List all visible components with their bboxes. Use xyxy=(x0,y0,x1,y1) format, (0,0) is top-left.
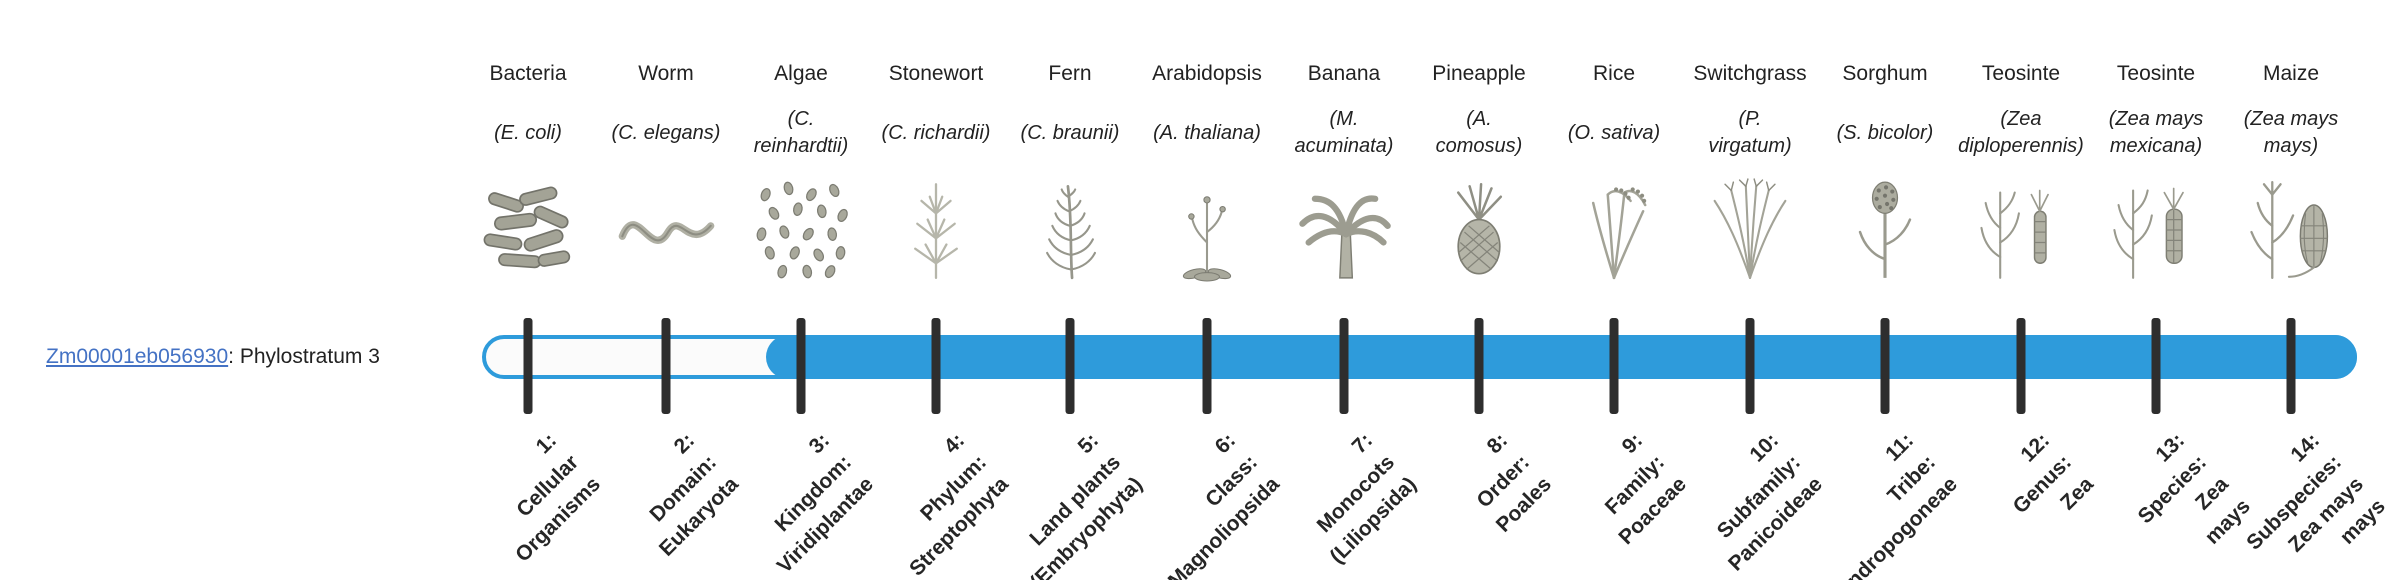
organism-common-name: Banana xyxy=(1307,62,1381,85)
stratum-column-8: Pineapple (A. comosus) 8: Order: Poales xyxy=(1399,0,1559,580)
organism-scientific-name: (M. acuminata) xyxy=(1294,108,1394,157)
organism-common-name: Bacteria xyxy=(489,62,567,85)
organism-scientific-name: (C. elegans) xyxy=(611,121,721,144)
organism-common-name: Maize xyxy=(2262,62,2320,85)
phylostrata-bar xyxy=(482,335,2357,379)
organism-scientific-name: (C. braunii) xyxy=(1020,121,1120,144)
phylostrata-bar-fill xyxy=(766,335,2357,379)
stratum-column-3: Algae (C. reinhardtii) 3: Kingdom: Virid… xyxy=(721,0,881,580)
organism-scientific-name: (Zea mays mexicana) xyxy=(2108,108,2204,157)
organism-common-name: Algae xyxy=(774,62,828,85)
organism-common-name: Pineapple xyxy=(1432,62,1526,85)
stratum-column-13: Teosinte (Zea mays mexicana) 13: Species… xyxy=(2076,0,2255,580)
stratum-column-12: Teosinte (Zea diploperennis) 12: Genus: … xyxy=(1941,0,2101,580)
phylostratum-tick-12 xyxy=(2016,318,2026,414)
organism-scientific-name: (C. reinhardtii) xyxy=(753,108,849,157)
organism-common-name: Teosinte xyxy=(2116,62,2196,85)
stratum-column-6: Arabidopsis (A. thaliana) 6: Class: Magn… xyxy=(1127,0,1287,580)
organism-scientific-name: (P. virgatum) xyxy=(1708,108,1792,157)
organism-common-name: Fern xyxy=(1048,62,1092,85)
organism-common-name: Sorghum xyxy=(1842,62,1928,85)
organism-scientific-name: (S. bicolor) xyxy=(1836,121,1934,144)
organism-common-name: Arabidopsis xyxy=(1152,62,1262,85)
stratum-column-10: Switchgrass (P. virgatum) 10: Subfamily:… xyxy=(1670,0,1830,580)
organism-scientific-name: (O. sativa) xyxy=(1567,121,1661,144)
stratum-column-1: Bacteria (E. coli) 1: Cellular Organisms xyxy=(448,0,608,580)
gene-id-link[interactable]: Zm00001eb056930 xyxy=(46,345,229,368)
stratum-column-11: Sorghum (S. bicolor) 11: Tribe: Andropog… xyxy=(1805,0,1965,580)
stratum-column-7: Banana (M. acuminata) 7: Monocots (Lilio… xyxy=(1264,0,1424,580)
phylostratum-tick-7 xyxy=(1339,318,1349,414)
organism-common-name: Rice xyxy=(1592,62,1635,85)
stratum-column-5: Fern (C. braunii) 5: Land plants (Embryo… xyxy=(990,0,1150,580)
organism-common-name: Teosinte xyxy=(1981,62,2061,85)
phylostratum-tick-6 xyxy=(1202,318,1212,414)
gene-label: Zm00001eb056930: Phylostratum 3 xyxy=(46,345,380,369)
stratum-column-2: Worm (C. elegans) 2: Domain: Eukaryota xyxy=(586,0,746,580)
phylostratum-tick-10 xyxy=(1745,318,1755,414)
organism-scientific-name: (A. thaliana) xyxy=(1153,121,1261,144)
organism-scientific-name: (A. comosus) xyxy=(1435,108,1523,157)
phylostratum-tick-2 xyxy=(661,318,671,414)
organism-scientific-name: (Zea diploperennis) xyxy=(1958,108,2084,157)
gene-phylostratum-text: : Phylostratum 3 xyxy=(228,345,380,368)
phylostratum-tick-8 xyxy=(1474,318,1484,414)
organism-scientific-name: (C. richardii) xyxy=(881,121,991,144)
arabidopsis-icon xyxy=(1127,176,1287,282)
bacteria-icon xyxy=(448,176,608,282)
phylostratum-tick-4 xyxy=(931,318,941,414)
organism-scientific-name: (Zea mays mays) xyxy=(2243,108,2339,157)
organism-common-name: Worm xyxy=(638,62,694,85)
phylostratum-tick-1 xyxy=(523,318,533,414)
phylostratum-tick-14 xyxy=(2286,318,2296,414)
organism-common-name: Stonewort xyxy=(888,62,984,85)
phylostratum-tick-3 xyxy=(796,318,806,414)
stratum-column-14: Maize (Zea mays mays) 14: Subspecies: Ze… xyxy=(2211,0,2390,580)
maize-icon xyxy=(2211,176,2371,282)
phylostratum-tick-11 xyxy=(1880,318,1890,414)
organism-scientific-name: (E. coli) xyxy=(494,121,562,144)
organism-common-name: Switchgrass xyxy=(1693,62,1807,85)
phylostratum-tick-9 xyxy=(1609,318,1619,414)
phylostratum-tick-5 xyxy=(1065,318,1075,414)
stratum-column-4: Stonewort (C. richardii) 4: Phylum: Stre… xyxy=(856,0,1016,580)
stratum-column-9: Rice (O. sativa) 9: Family: Poaceae xyxy=(1534,0,1694,580)
phylostratum-tick-13 xyxy=(2151,318,2161,414)
fern-icon xyxy=(990,176,1150,282)
